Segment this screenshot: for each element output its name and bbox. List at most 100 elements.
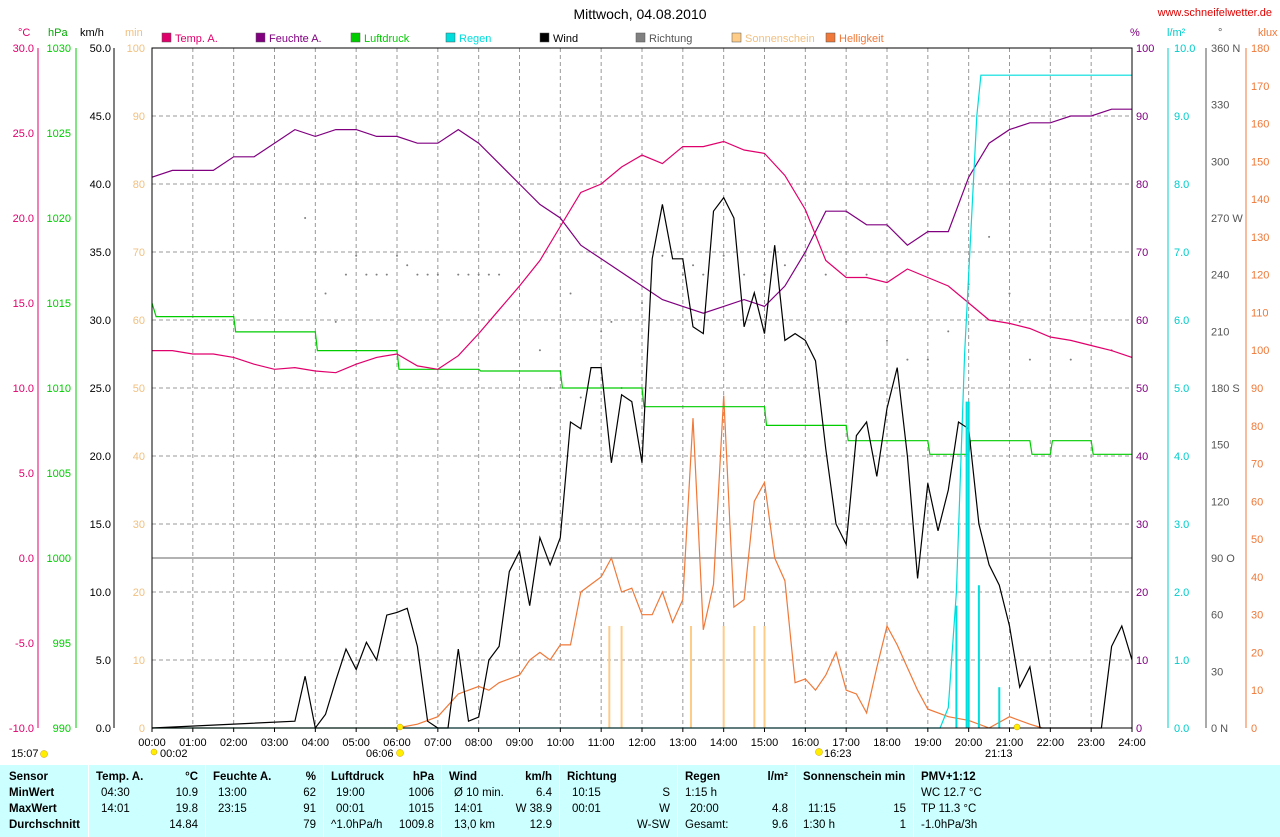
wind-tick-label: 45.0	[90, 111, 111, 123]
stat-time: 1:15 h	[685, 787, 717, 799]
stat-time: 13:00	[218, 787, 247, 799]
sunrise-icon	[396, 749, 404, 757]
stats-header: Luftdruck	[331, 771, 385, 783]
sun-tick-label: 50	[133, 383, 145, 395]
time-tick-label: 03:00	[261, 737, 289, 749]
left-axes: 30.025.020.015.010.05.00.0-5.0-10.010301…	[9, 27, 145, 735]
sun-tick-label: 40	[133, 451, 145, 463]
sun-marker-label: 16:23	[824, 748, 852, 760]
time-tick-label: 00:00	[138, 737, 166, 749]
sun-marker-label: 21:13	[985, 748, 1013, 760]
direction-point	[692, 264, 695, 267]
stat-time: Ø 10 min.	[454, 787, 504, 799]
humidity-tick-label: 30	[1136, 519, 1148, 531]
pressure-tick-label: 1020	[47, 213, 71, 225]
pressure-tick-label: 990	[53, 723, 71, 735]
direction-tick-label: 150	[1211, 440, 1229, 452]
humidity-tick-label: 90	[1136, 111, 1148, 123]
stats-col-pressure: Luftdruck hPa 19:00 1006 00:01 1015 ^1.0…	[323, 765, 442, 837]
stats-col-pmv: PMV+1:12 WC 12.7 °C TP 11.3 °C -1.0hPa/3…	[913, 765, 1024, 837]
direction-point	[385, 273, 388, 276]
direction-point	[304, 217, 307, 219]
wind-tick-label: 5.0	[96, 655, 111, 667]
time-axis: 00:00 01:00 02:00 03:00 04:00 05:00 06:00 07:00…	[138, 728, 1146, 749]
pressure-tick-label: 1015	[47, 298, 71, 310]
humidity-tick-label: 40	[1136, 451, 1148, 463]
stat-time: Gesamt:	[685, 819, 729, 831]
stat-value: W-SW	[636, 819, 670, 831]
direction-tick-label: 300	[1211, 156, 1229, 168]
rain-tick-label: 7.0	[1174, 247, 1189, 259]
rain-tick-label: 10.0	[1174, 43, 1195, 55]
sun-marker-label: 06:06	[366, 748, 394, 760]
sun-tick-label: 90	[133, 111, 145, 123]
website-link[interactable]: www.schneifelwetter.de	[1157, 7, 1272, 19]
rain-tick-label: 8.0	[1174, 179, 1189, 191]
pressure-tick-label: 995	[53, 638, 71, 650]
wind-tick-label: 10.0	[90, 587, 111, 599]
stats-unit: %	[305, 771, 316, 783]
pressure-tick-label: 1010	[47, 383, 71, 395]
legend-label: Luftdruck	[364, 33, 410, 45]
humidity-unit-label: %	[1130, 27, 1140, 39]
sun-marker	[1013, 723, 1021, 731]
time-tick-label: 02:00	[220, 737, 248, 749]
time-tick-label: 18:00	[873, 737, 901, 749]
time-tick-label: 01:00	[179, 737, 207, 749]
sun-marker-label: 00:02	[160, 748, 188, 760]
stat-time: 23:15	[218, 803, 247, 815]
row-label: Durchschnitt	[9, 819, 80, 831]
direction-tick-label: 330	[1211, 100, 1229, 112]
light-tick-label: 90	[1251, 383, 1263, 395]
direction-point	[406, 264, 409, 267]
legend-swatch	[445, 32, 456, 43]
stat-time: 00:01	[336, 803, 365, 815]
stat-time: 14:01	[101, 803, 130, 815]
rain-tick-label: 0.0	[1174, 723, 1189, 735]
time-tick-label: 17:00	[832, 737, 860, 749]
stat-value: 62	[303, 787, 316, 799]
direction-point	[681, 273, 684, 276]
humidity-tick-label: 20	[1136, 587, 1148, 599]
wind-tick-label: 50.0	[90, 43, 111, 55]
stat-value: 91	[303, 803, 316, 815]
stat-value: S	[662, 787, 670, 799]
direction-point	[426, 273, 429, 276]
series-layer	[151, 74, 1133, 730]
right-axes: 100908070605040302010010.09.08.07.06.05.…	[1130, 27, 1278, 735]
direction-point	[702, 273, 705, 276]
direction-tick-label: 270 W	[1211, 213, 1243, 225]
pressure-tick-label: 1025	[47, 128, 71, 140]
temp-tick-label: 15.0	[13, 298, 34, 310]
time-tick-label: 13:00	[669, 737, 697, 749]
sun-tick-label: 0	[139, 723, 145, 735]
time-tick-label: 16:00	[792, 737, 820, 749]
temperature-line	[152, 140, 1133, 374]
temp-tick-label: 5.0	[19, 468, 34, 480]
legend-swatch	[350, 32, 361, 43]
light-tick-label: 70	[1251, 459, 1263, 471]
direction-tick-label: 90 O	[1211, 553, 1235, 565]
stats-col-sun: Sonnenschein min 11:15 15 1:30 h 1	[795, 765, 914, 837]
direction-point	[1069, 358, 1072, 361]
wind-tick-label: 20.0	[90, 451, 111, 463]
direction-tick-label: 360 N	[1211, 43, 1240, 55]
direction-point	[824, 273, 827, 276]
temp-tick-label: 20.0	[13, 213, 34, 225]
pressure-tick-label: 1000	[47, 553, 71, 565]
sun-tick-label: 80	[133, 179, 145, 191]
rain-tick-label: 9.0	[1174, 111, 1189, 123]
light-tick-label: 130	[1251, 232, 1269, 244]
direction-point	[947, 330, 950, 333]
temp-tick-label: -10.0	[9, 723, 34, 735]
temp-tick-label: 10.0	[13, 383, 34, 395]
stats-col-humidity: Feuchte A. % 13:00 62 23:15 91 79	[205, 765, 324, 837]
rain-unit-label: l/m²	[1167, 27, 1186, 39]
time-tick-label: 11:00	[588, 737, 615, 749]
direction-point	[661, 254, 664, 257]
wind-tick-label: 40.0	[90, 179, 111, 191]
sun-markers: 15:07 00:02 06:06 16:23 21:13	[11, 723, 1021, 760]
time-tick-label: 07:00	[424, 737, 452, 749]
light-tick-label: 50	[1251, 534, 1263, 546]
light-tick-label: 180	[1251, 43, 1269, 55]
